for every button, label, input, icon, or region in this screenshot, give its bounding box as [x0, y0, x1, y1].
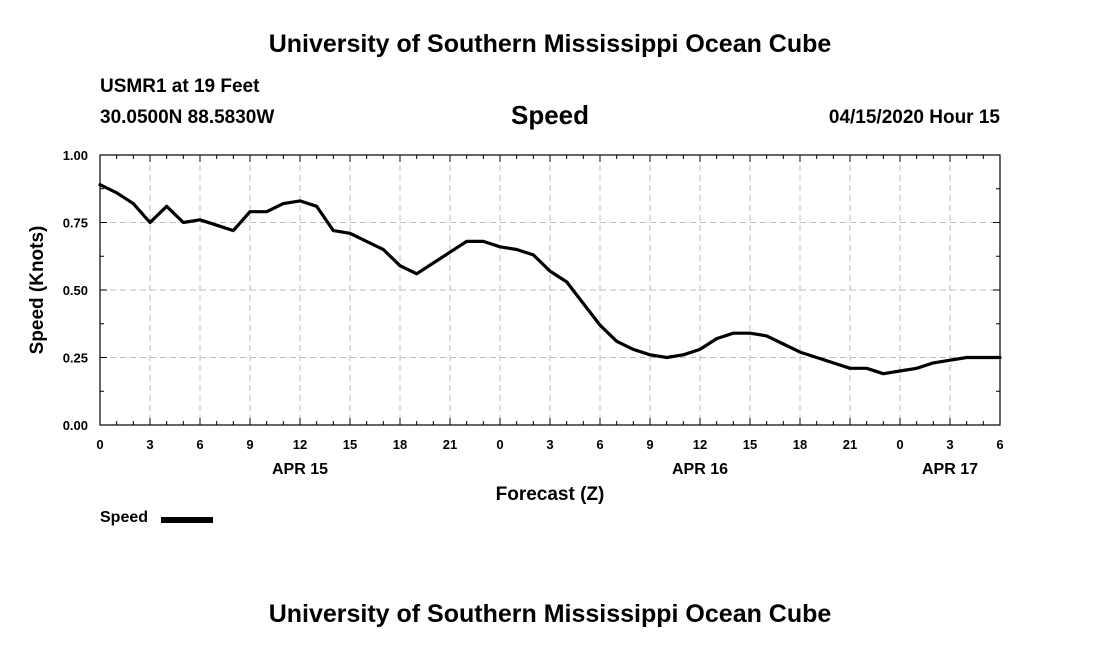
x-tick-label: 18	[793, 437, 807, 452]
x-tick-label: 18	[393, 437, 407, 452]
legend-swatch	[161, 517, 213, 523]
x-tick-label: 6	[196, 437, 203, 452]
x-date-label: APR 16	[672, 461, 728, 478]
x-tick-label: 21	[843, 437, 857, 452]
x-axis-label: Forecast (Z)	[496, 484, 605, 505]
x-date-label: APR 15	[272, 461, 328, 478]
y-tick-label: 0.50	[63, 283, 88, 298]
x-tick-label: 3	[946, 437, 953, 452]
coordinates-label: 30.0500N 88.5830W	[100, 107, 275, 128]
plot-frame	[99, 154, 1001, 426]
y-axis-label: Speed (Knots)	[27, 226, 48, 355]
page-title: University of Southern Mississippi Ocean…	[268, 30, 832, 58]
x-tick-label: 6	[596, 437, 603, 452]
x-tick-label: 0	[496, 437, 503, 452]
x-tick-label: 3	[546, 437, 553, 452]
y-tick-label: 0.00	[63, 418, 88, 433]
valid-time-label: 04/15/2020 Hour 15	[828, 107, 1000, 128]
x-tick-label: 3	[146, 437, 153, 452]
x-tick-label: 9	[246, 437, 253, 452]
chart-title: Speed	[510, 100, 590, 130]
y-tick-label: 0.75	[63, 216, 88, 231]
x-tick-label: 9	[646, 437, 653, 452]
x-tick-label: 15	[343, 437, 357, 452]
x-tick-label: 12	[293, 437, 307, 452]
x-tick-label: 6	[996, 437, 1003, 452]
y-tick-label: 1.00	[63, 148, 88, 163]
y-tick-label: 0.25	[63, 351, 88, 366]
x-tick-label: 21	[443, 437, 457, 452]
x-date-label: APR 17	[922, 461, 978, 478]
station-label: USMR1 at 19 Feet	[100, 76, 260, 97]
series-line-speed	[98, 183, 1002, 376]
x-tick-label: 0	[896, 437, 903, 452]
x-tick-label: 15	[743, 437, 757, 452]
x-tick-label: 12	[693, 437, 707, 452]
footer-title: University of Southern Mississippi Ocean…	[268, 600, 832, 628]
legend-label: Speed	[100, 509, 149, 526]
x-tick-label: 0	[96, 437, 103, 452]
